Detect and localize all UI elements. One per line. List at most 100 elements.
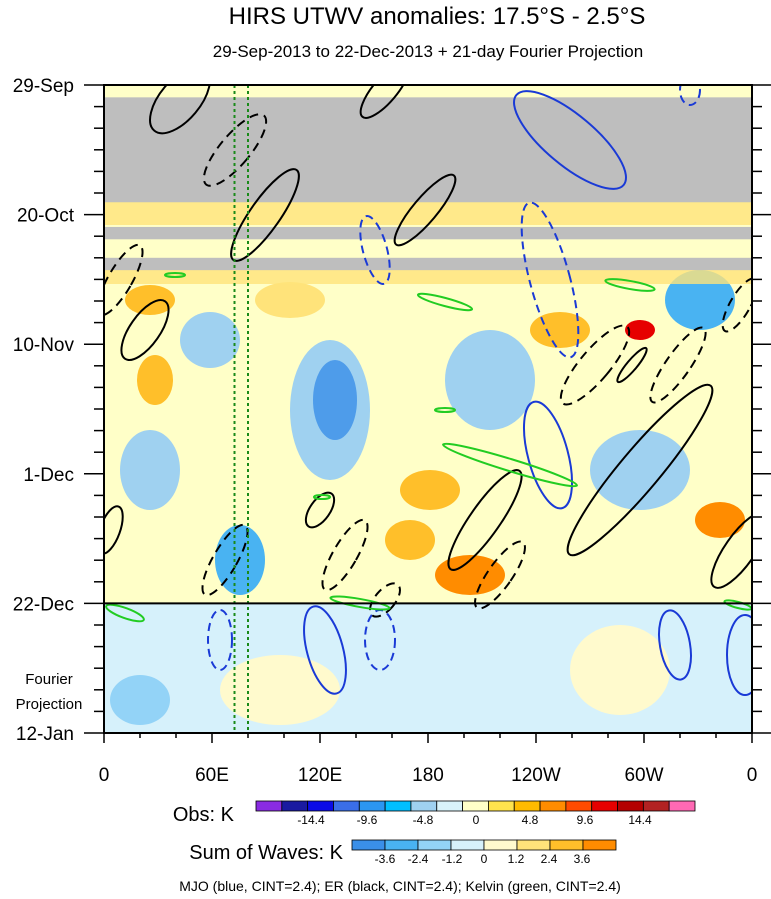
x-tick-label: 180 <box>412 765 444 786</box>
obs-positive-band <box>104 200 752 225</box>
colorbar-swatch <box>582 839 617 851</box>
colorbar-swatch <box>539 800 567 812</box>
er-contour <box>710 511 752 589</box>
obs-negative-blob <box>120 430 180 510</box>
obs-colorbar-tick: 0 <box>473 813 480 827</box>
waves-colorbar-label: Sum of Waves: K <box>189 842 343 864</box>
colorbar-swatch <box>549 839 584 851</box>
kelvin-contour <box>313 494 331 500</box>
obs-positive-blob <box>435 555 505 595</box>
mjo-contour <box>679 85 701 106</box>
colorbar-swatch <box>333 800 360 812</box>
er-contour <box>359 85 411 119</box>
projection-positive-blob <box>570 625 670 715</box>
kelvin-contours <box>105 272 752 623</box>
mjo-contour <box>303 605 347 695</box>
kelvin-contour <box>442 442 578 488</box>
colorbar-swatch <box>358 800 386 812</box>
waves-colorbar-tick: -3.6 <box>375 852 396 866</box>
projection-label-line1: Fourier <box>25 671 73 688</box>
mjo-contour <box>726 614 752 696</box>
kelvin-contour <box>164 272 186 278</box>
waves-colorbar-tick: -1.2 <box>442 852 463 866</box>
colorbar-swatch <box>307 800 334 812</box>
mjo-contour <box>520 201 580 359</box>
x-axis: 0 60E 120E 180 120W 60W 0 <box>99 733 758 786</box>
obs-colorbar-tick: 14.4 <box>628 813 652 827</box>
colorbar-swatch <box>384 839 419 851</box>
er-contour <box>202 113 268 187</box>
kelvin-contour <box>105 603 145 623</box>
obs-colorbar-tick: -9.6 <box>357 813 378 827</box>
obs-negative-blob <box>215 525 265 595</box>
er-contour <box>559 324 631 406</box>
plot-area <box>104 85 752 733</box>
x-tick-label: 0 <box>747 765 758 786</box>
obs-colorbar <box>255 800 696 812</box>
mjo-contour <box>359 215 391 285</box>
colorbar-swatch <box>410 800 438 812</box>
colorbar-swatch <box>281 800 309 812</box>
obs-positive-blob <box>125 285 175 315</box>
projection-positive-blob <box>220 655 340 725</box>
obs-positive-blob <box>695 502 745 538</box>
kelvin-contour <box>604 278 656 292</box>
colorbar-swatch <box>565 800 593 812</box>
mjo-contour <box>658 609 692 681</box>
colorbar-swatch <box>668 800 696 812</box>
mjo-contour <box>207 609 233 671</box>
er-contours <box>104 85 752 589</box>
colorbar-swatch <box>384 800 412 812</box>
er-contour <box>104 505 124 555</box>
obs-positive-band <box>104 268 752 284</box>
er-contour <box>474 540 526 610</box>
obs-negative-blob <box>590 430 690 510</box>
obs-colorbar-tick: -4.8 <box>413 813 434 827</box>
reference-longitude-lines <box>233 85 249 733</box>
y-tick-label: 20-Oct <box>17 206 75 227</box>
er-contour <box>721 277 752 333</box>
mjo-contour <box>513 90 627 190</box>
er-contour <box>149 85 211 135</box>
colorbar-swatch <box>483 839 518 851</box>
chart-title: HIRS UTWV anomalies: 17.5°S - 2.5°S <box>229 3 646 30</box>
obs-colorbar-tick: 9.6 <box>577 813 594 827</box>
y-tick-label: 1-Dec <box>23 465 74 486</box>
waves-colorbar <box>351 839 617 851</box>
er-contour <box>104 243 144 317</box>
x-tick-label: 60W <box>624 765 663 786</box>
colorbar-swatch <box>642 800 670 812</box>
waves-colorbar-tick: 3.6 <box>574 852 591 866</box>
projection-field <box>104 603 752 733</box>
missing-data-band <box>104 257 752 271</box>
obs-positive-blob <box>385 520 435 560</box>
er-contour <box>304 491 336 529</box>
er-contour <box>447 469 523 571</box>
mjo-contours <box>207 85 752 696</box>
y-tick-label: 29-Sep <box>13 76 74 97</box>
kelvin-contour <box>416 292 474 312</box>
colorbar-swatch <box>513 800 541 812</box>
y-tick-label: 10-Nov <box>13 335 75 356</box>
colorbar-swatch <box>255 800 283 812</box>
obs-positive-blob <box>400 470 460 510</box>
kelvin-contour <box>434 407 456 413</box>
obs-colorbar-tick: -14.4 <box>297 813 325 827</box>
obs-colorbar-label: Obs: K <box>173 804 235 826</box>
obs-positive-blob <box>137 355 173 405</box>
colorbar-swatch <box>516 839 551 851</box>
obs-colorbar-tick: 4.8 <box>522 813 539 827</box>
colorbar-swatch <box>351 839 386 851</box>
obs-negative-blob <box>665 270 735 330</box>
projection-negative-blob <box>110 675 170 725</box>
waves-colorbar-tick: -2.4 <box>408 852 429 866</box>
waves-colorbar-tick: 2.4 <box>541 852 558 866</box>
obs-positive-blob <box>625 320 655 340</box>
colorbar-swatch <box>450 839 485 851</box>
y-tick-label: 22-Dec <box>13 594 74 615</box>
obs-negative-blob <box>180 312 240 368</box>
er-contour <box>566 383 714 557</box>
er-contour <box>321 518 369 592</box>
missing-data-band <box>104 97 752 203</box>
